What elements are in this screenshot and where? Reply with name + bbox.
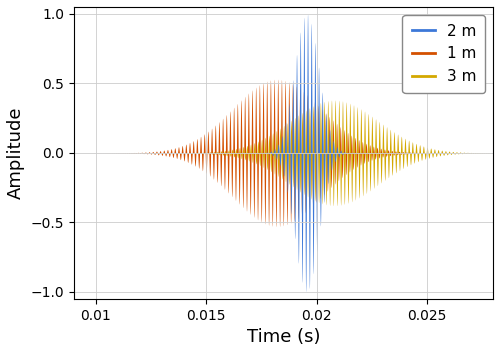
X-axis label: Time (s): Time (s) — [246, 328, 320, 346]
Y-axis label: Amplitude: Amplitude — [7, 107, 25, 199]
Legend: 2 m, 1 m, 3 m: 2 m, 1 m, 3 m — [402, 14, 485, 93]
